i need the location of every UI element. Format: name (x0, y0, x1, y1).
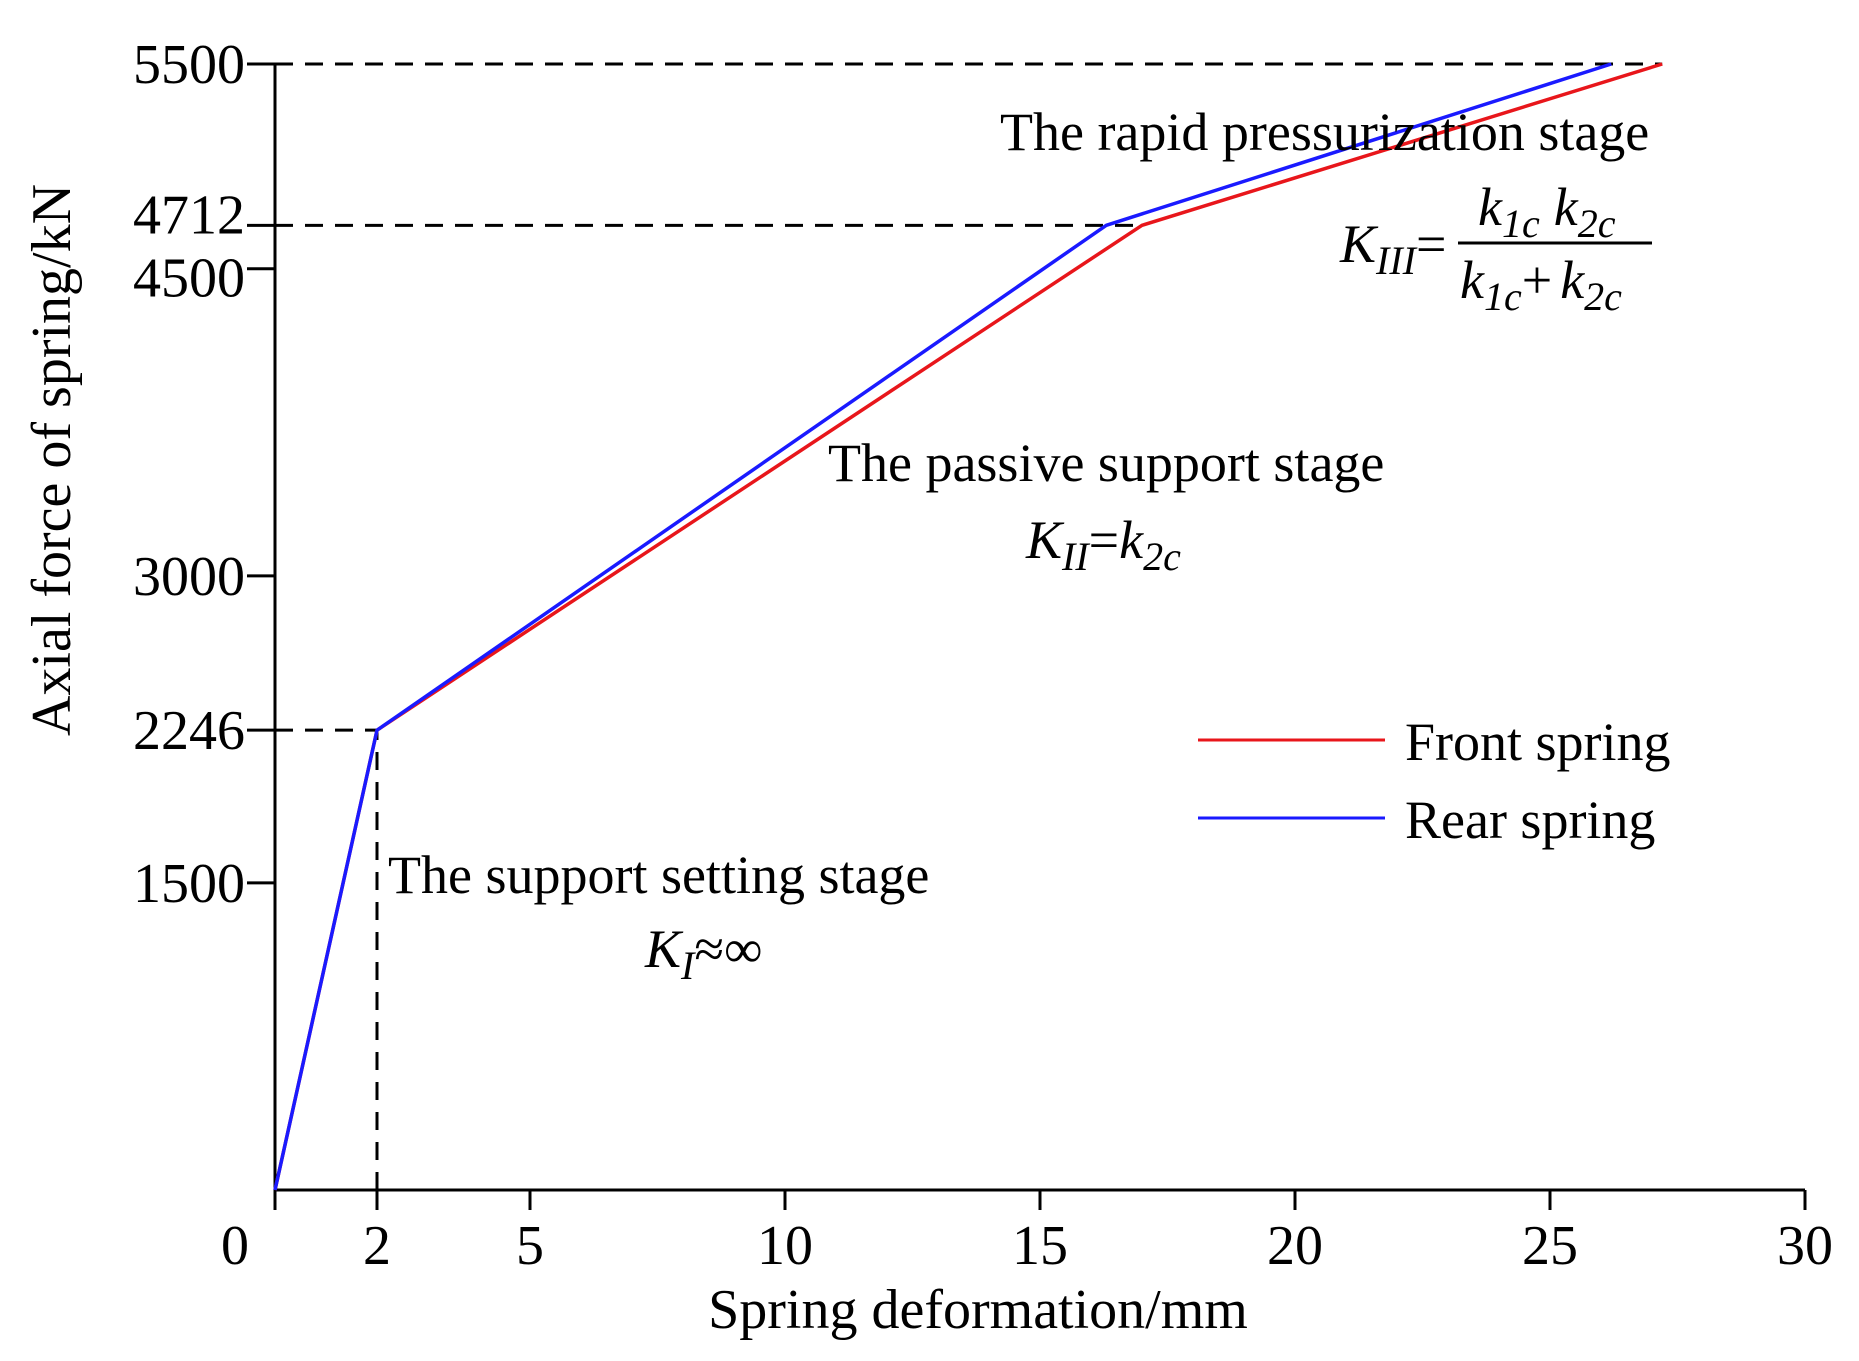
y-tick-label: 3000 (133, 546, 245, 608)
y-tick-label: 4500 (133, 248, 245, 310)
y-axis-title: Axial force of spring/kN (21, 184, 83, 736)
stage1-formula: KI≈∞ (644, 919, 763, 988)
series-line-front (273, 62, 1663, 1191)
stage2-formula: KII=k2c (1025, 510, 1181, 579)
legend-label-front: Front spring (1405, 712, 1671, 772)
x-tick-label: 2 (363, 1215, 391, 1277)
stage3-denominator: k1c+ k2c (1460, 250, 1622, 319)
stage3-formula: KIII= k1c k2c k1c+ k2c (1339, 177, 1652, 319)
series-lines (273, 62, 1663, 1191)
x-tick-label: 20 (1267, 1215, 1323, 1277)
x-tick-label: 25 (1522, 1215, 1578, 1277)
legend: Front spring Rear spring (1198, 712, 1671, 850)
y-tick-label: 5500 (133, 34, 245, 96)
y-tick-label: 2246 (133, 700, 245, 762)
stage3-numerator: k1c k2c (1478, 177, 1616, 246)
y-tick-label: 1500 (133, 853, 245, 915)
legend-label-rear: Rear spring (1405, 790, 1655, 850)
y-tick-label: 4712 (133, 184, 245, 246)
stage3-title: The rapid pressurization stage (1000, 102, 1649, 162)
x-tick-label: 0 (221, 1215, 249, 1277)
series-line-rear (273, 62, 1612, 1191)
x-tick-label: 15 (1012, 1215, 1068, 1277)
x-tick-label: 5 (516, 1215, 544, 1277)
stage3-lhs: KIII= (1339, 214, 1446, 283)
reference-lines (275, 62, 1663, 1190)
x-axis-title: Spring deformation/mm (708, 1279, 1248, 1341)
x-tick-label: 10 (757, 1215, 813, 1277)
stage2-title: The passive support stage (828, 433, 1384, 493)
axes (247, 62, 1807, 1210)
stage1-title: The support setting stage (388, 845, 929, 905)
x-tick-label: 30 (1777, 1215, 1833, 1277)
